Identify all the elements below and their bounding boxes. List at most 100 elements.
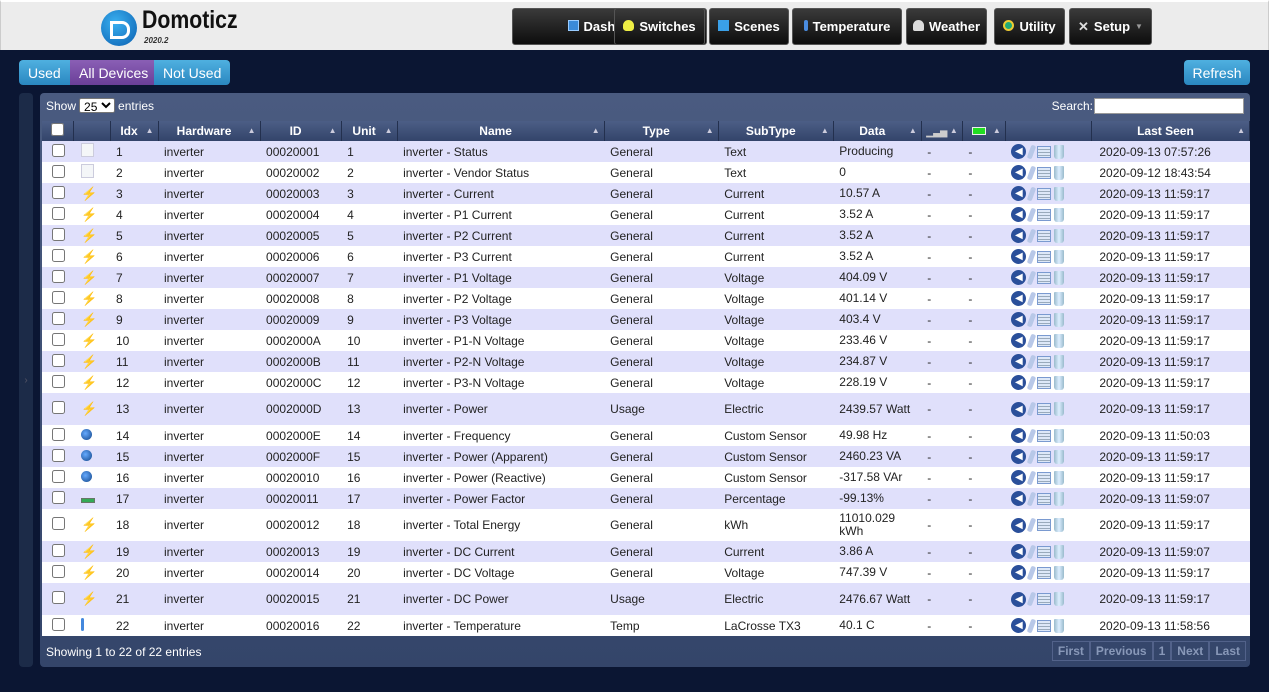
trash-icon[interactable] [1054, 354, 1065, 369]
pager-last-button[interactable]: Last [1209, 641, 1246, 661]
table-row[interactable]: 15 inverter 0002000F 15 inverter - Power (Ap… [42, 446, 1250, 467]
column-header-3[interactable]: Hardware ▲ [158, 121, 261, 141]
log-icon[interactable] [1037, 403, 1052, 416]
trash-icon[interactable] [1054, 207, 1065, 222]
set-unused-icon[interactable]: ◀ [1011, 428, 1027, 444]
refresh-button[interactable]: Refresh [1184, 60, 1250, 85]
nav-setup-button[interactable]: ✕ Setup ▼ [1069, 8, 1152, 45]
nav-switches-button[interactable]: Switches [614, 8, 705, 45]
column-header-7[interactable]: Type ▲ [604, 121, 719, 141]
log-icon[interactable] [1037, 429, 1052, 442]
set-unused-icon[interactable]: ◀ [1011, 517, 1027, 533]
row-checkbox[interactable] [52, 427, 65, 441]
edit-pencil-icon[interactable] [1027, 375, 1037, 391]
trash-icon[interactable] [1054, 618, 1065, 633]
set-unused-icon[interactable]: ◀ [1011, 186, 1027, 202]
row-checkbox[interactable] [52, 353, 65, 367]
nav-scenes-button[interactable]: Scenes [709, 8, 789, 45]
trash-icon[interactable] [1054, 544, 1065, 559]
edit-pencil-icon[interactable] [1027, 428, 1037, 444]
row-checkbox[interactable] [52, 374, 65, 388]
pager-next-button[interactable]: Next [1171, 641, 1210, 661]
table-row[interactable]: ⚡ 11 inverter 0002000B 11 inverter - P2-N Vol… [42, 351, 1250, 372]
log-icon[interactable] [1037, 519, 1052, 532]
trash-icon[interactable] [1054, 249, 1065, 264]
column-header-11[interactable]: ▲ [962, 121, 1006, 141]
trash-icon[interactable] [1054, 333, 1065, 348]
column-header-10[interactable]: ▁▃▅ ▲ [921, 121, 963, 141]
row-checkbox[interactable] [52, 269, 65, 283]
set-unused-icon[interactable]: ◀ [1011, 312, 1027, 328]
trash-icon[interactable] [1054, 592, 1065, 607]
log-icon[interactable] [1037, 471, 1052, 484]
set-unused-icon[interactable]: ◀ [1011, 207, 1027, 223]
set-unused-icon[interactable]: ◀ [1011, 291, 1027, 307]
log-icon[interactable] [1037, 187, 1052, 200]
trash-icon[interactable] [1054, 402, 1065, 417]
row-checkbox[interactable] [52, 164, 65, 178]
edit-pencil-icon[interactable] [1027, 333, 1037, 349]
pager-previous-button[interactable]: Previous [1089, 641, 1153, 661]
table-row[interactable]: ⚡ 8 inverter 00020008 8 inverter - P2 Voltage… [42, 288, 1250, 309]
pager-first-button[interactable]: First [1051, 641, 1090, 661]
row-checkbox[interactable] [52, 206, 65, 220]
edit-pencil-icon[interactable] [1027, 144, 1037, 160]
set-unused-icon[interactable]: ◀ [1011, 491, 1027, 507]
set-unused-icon[interactable]: ◀ [1011, 401, 1027, 417]
trash-icon[interactable] [1054, 449, 1065, 464]
column-header-4[interactable]: ID ▲ [260, 121, 342, 141]
trash-icon[interactable] [1054, 186, 1065, 201]
log-icon[interactable] [1037, 376, 1052, 389]
set-unused-icon[interactable]: ◀ [1011, 144, 1027, 160]
edit-pencil-icon[interactable] [1027, 618, 1037, 634]
column-header-9[interactable]: Data ▲ [833, 121, 922, 141]
edit-pencil-icon[interactable] [1027, 291, 1037, 307]
table-row[interactable]: ⚡ 12 inverter 0002000C 12 inverter - P3-N Vol… [42, 372, 1250, 393]
log-icon[interactable] [1037, 229, 1052, 242]
set-unused-icon[interactable]: ◀ [1011, 270, 1027, 286]
edit-pencil-icon[interactable] [1027, 165, 1037, 181]
log-icon[interactable] [1037, 619, 1052, 632]
row-checkbox[interactable] [52, 227, 65, 241]
nav-temperature-button[interactable]: Temperature [792, 8, 902, 45]
column-header-8[interactable]: SubType ▲ [718, 121, 834, 141]
set-unused-icon[interactable]: ◀ [1011, 449, 1027, 465]
row-checkbox[interactable] [52, 290, 65, 304]
edit-pencil-icon[interactable] [1027, 491, 1037, 507]
row-checkbox[interactable] [52, 490, 65, 504]
trash-icon[interactable] [1054, 144, 1065, 159]
set-unused-icon[interactable]: ◀ [1011, 470, 1027, 486]
column-header-5[interactable]: Unit ▲ [341, 121, 398, 141]
edit-pencil-icon[interactable] [1027, 565, 1037, 581]
table-row[interactable]: 16 inverter 00020010 16 inverter - Power (Re… [42, 467, 1250, 488]
trash-icon[interactable] [1054, 165, 1065, 180]
log-icon[interactable] [1037, 250, 1052, 263]
row-checkbox[interactable] [52, 332, 65, 346]
table-row[interactable]: ⚡ 21 inverter 00020015 21 inverter - DC Power… [42, 583, 1250, 615]
column-header-6[interactable]: Name ▲ [397, 121, 605, 141]
trash-icon[interactable] [1054, 428, 1065, 443]
row-checkbox[interactable] [52, 248, 65, 262]
table-row[interactable]: 17 inverter 00020011 17 inverter - Power Fac… [42, 488, 1250, 509]
filter-used-button[interactable]: Used [19, 60, 70, 85]
table-row[interactable]: ⚡ 4 inverter 00020004 4 inverter - P1 Current… [42, 204, 1250, 225]
trash-icon[interactable] [1054, 375, 1065, 390]
trash-icon[interactable] [1054, 491, 1065, 506]
table-row[interactable]: 1 inverter 00020001 1 inverter - Status Gener… [42, 141, 1250, 162]
trash-icon[interactable] [1054, 312, 1065, 327]
column-header-2[interactable]: Idx ▲ [110, 121, 159, 141]
set-unused-icon[interactable]: ◀ [1011, 375, 1027, 391]
edit-pencil-icon[interactable] [1027, 517, 1037, 533]
log-icon[interactable] [1037, 450, 1052, 463]
log-icon[interactable] [1037, 545, 1052, 558]
edit-pencil-icon[interactable] [1027, 270, 1037, 286]
log-icon[interactable] [1037, 593, 1052, 606]
filter-not-used-button[interactable]: Not Used [154, 60, 231, 85]
row-checkbox[interactable] [52, 617, 65, 631]
row-checkbox[interactable] [52, 143, 65, 157]
trash-icon[interactable] [1054, 470, 1065, 485]
row-checkbox[interactable] [52, 543, 65, 557]
log-icon[interactable] [1037, 566, 1052, 579]
edit-pencil-icon[interactable] [1027, 470, 1037, 486]
set-unused-icon[interactable]: ◀ [1011, 249, 1027, 265]
